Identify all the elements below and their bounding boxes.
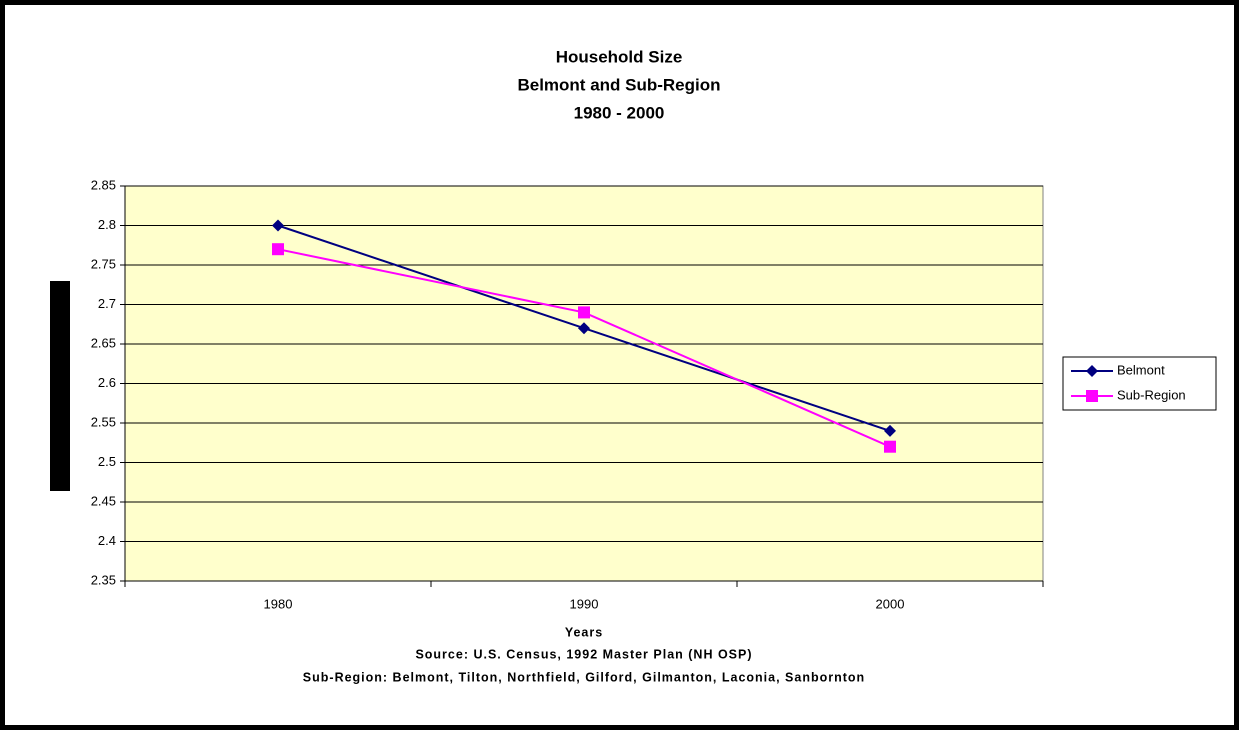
data-point: [578, 322, 590, 335]
y-tick-label: 2.85: [91, 177, 116, 192]
data-point: [272, 243, 284, 256]
x-tick-label: 1990: [570, 596, 599, 611]
x-tick-label: 1980: [264, 596, 293, 611]
legend-label: Sub-Region: [1117, 387, 1186, 402]
data-point: [578, 306, 590, 319]
chart-title: Household Size: [556, 47, 683, 66]
chart-subtitle: 1980 - 2000: [574, 103, 665, 122]
data-point: [272, 219, 284, 232]
y-tick-label: 2.45: [91, 493, 116, 508]
y-tick-label: 2.7: [98, 296, 116, 311]
y-tick-label: 2.55: [91, 414, 116, 429]
y-tick-label: 2.4: [98, 533, 116, 548]
chart-subtitle: Belmont and Sub-Region: [517, 75, 720, 94]
y-tick-label: 2.5: [98, 454, 116, 469]
legend-label: Belmont: [1117, 362, 1165, 377]
y-tick-label: 2.8: [98, 217, 116, 232]
legend-marker: [1086, 365, 1098, 377]
data-point: [884, 424, 896, 437]
legend-marker: [1086, 390, 1098, 402]
source-note: Source: U.S. Census, 1992 Master Plan (N…: [415, 647, 752, 661]
y-tick-label: 2.65: [91, 335, 116, 350]
y-axis-label-block: [50, 281, 70, 491]
y-tick-label: 2.35: [91, 572, 116, 587]
data-point: [884, 440, 896, 453]
x-tick-label: 2000: [876, 596, 905, 611]
y-tick-label: 2.6: [98, 375, 116, 390]
sub-region-note: Sub-Region: Belmont, Tilton, Northfield,…: [303, 670, 865, 684]
x-axis-label: Years: [565, 625, 603, 639]
y-tick-label: 2.75: [91, 256, 116, 271]
